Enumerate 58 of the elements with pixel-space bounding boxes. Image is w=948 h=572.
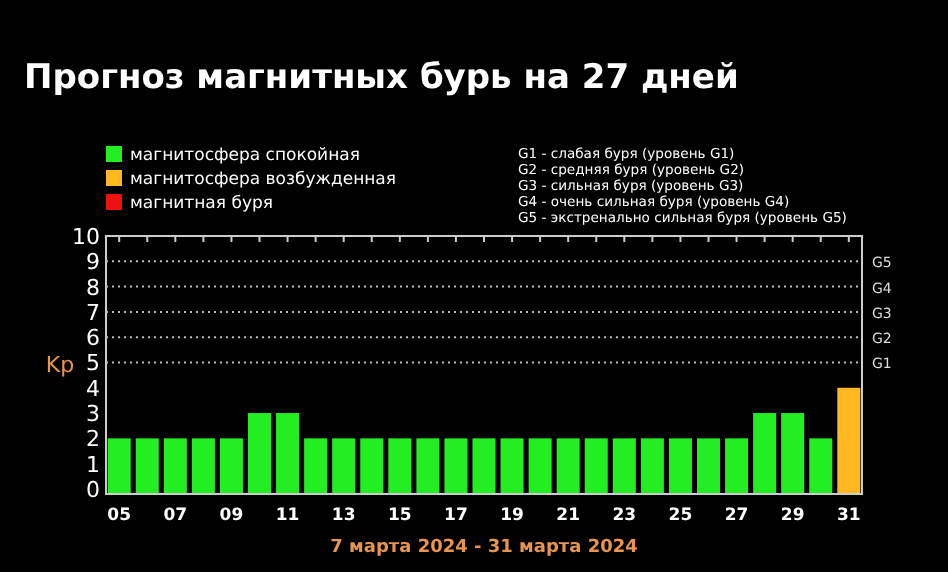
x-tick-label: 09: [219, 506, 244, 526]
x-tick-label: 13: [331, 506, 356, 526]
bar: [388, 438, 412, 494]
bar: [416, 438, 440, 494]
x-tick-label: 29: [780, 506, 805, 526]
bar: [612, 438, 636, 494]
bar: [360, 438, 384, 494]
bar: [668, 438, 692, 494]
bar: [248, 413, 272, 494]
legend-label: магнитосфера возбужденная: [130, 170, 396, 190]
bar: [500, 438, 524, 494]
x-tick-label: 15: [387, 506, 412, 526]
bar: [191, 438, 215, 494]
y-tick-label: 8: [86, 274, 100, 301]
bar: [640, 438, 664, 494]
x-tick-label: 27: [724, 506, 749, 526]
bar: [696, 438, 721, 494]
y-tick-label: 9: [86, 249, 100, 276]
bar: [781, 413, 805, 494]
y-tick-label: 6: [86, 325, 100, 352]
x-tick-label: 11: [275, 506, 300, 526]
y-tick-label: 7: [86, 299, 100, 326]
x-tick-label: 05: [107, 506, 132, 526]
y-tick-label: 0: [86, 476, 100, 503]
bar: [444, 438, 468, 494]
y-axis-title: Kp: [45, 352, 75, 378]
x-tick-label: 31: [836, 506, 861, 526]
bar: [837, 387, 861, 494]
y-tick-label: 10: [72, 224, 100, 250]
y-tick-label: 1: [86, 451, 100, 478]
x-tick-label: 07: [163, 506, 188, 526]
y-tick-label: 2: [86, 426, 100, 453]
bar: [107, 438, 131, 494]
x-tick-label: 19: [500, 506, 525, 526]
bar: [135, 438, 159, 494]
bar: [276, 413, 300, 494]
bar: [472, 438, 496, 494]
legend-label: магнитная буря: [130, 194, 273, 214]
chart-title: Прогноз магнитных бурь на 27 дней: [24, 58, 739, 98]
bar: [753, 413, 777, 494]
y-tick-label: 3: [86, 401, 100, 428]
x-axis-title: 7 марта 2024 - 31 марта 2024: [330, 538, 638, 558]
bar: [528, 438, 552, 494]
bar: [584, 438, 608, 494]
legend-label: магнитосфера спокойная: [130, 146, 360, 166]
bar: [556, 438, 580, 494]
bar: [219, 438, 243, 494]
bar: [332, 438, 356, 494]
x-tick-label: 21: [556, 506, 581, 526]
bar: [304, 438, 328, 494]
bar: [809, 438, 833, 494]
x-tick-label: 17: [444, 506, 468, 526]
bar: [163, 438, 187, 494]
y-tick-label: 5: [86, 350, 100, 377]
x-tick-label: 23: [612, 506, 637, 526]
x-tick-label: 25: [668, 506, 693, 526]
y-tick-label: 4: [86, 375, 100, 402]
bar: [725, 438, 749, 494]
